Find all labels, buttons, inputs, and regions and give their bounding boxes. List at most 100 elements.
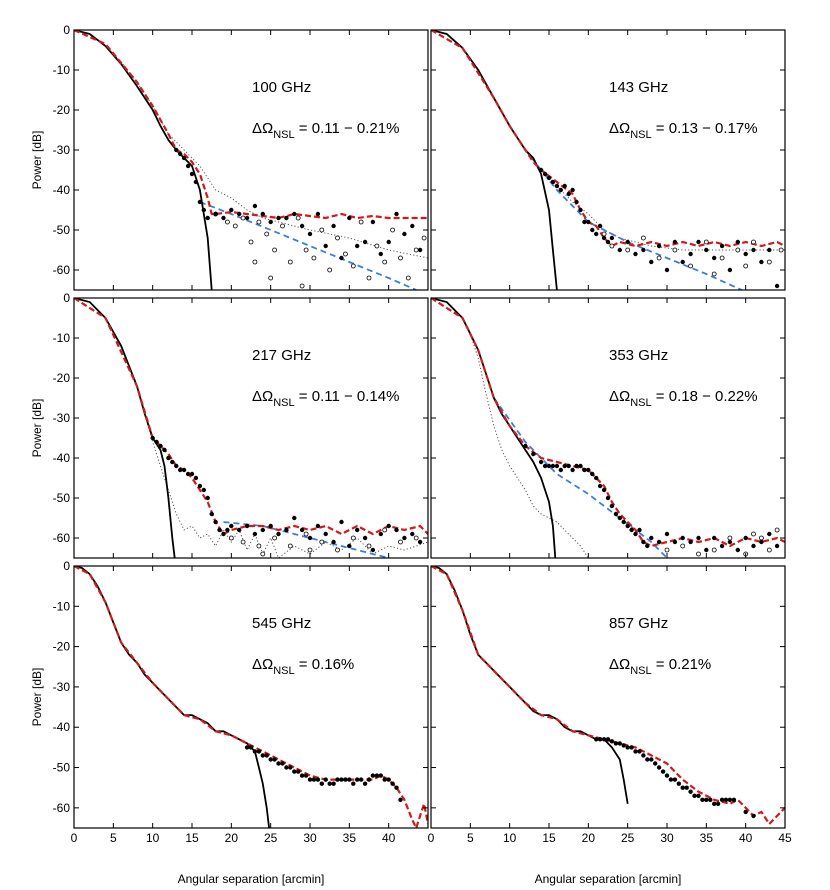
filled-dot bbox=[688, 539, 693, 545]
filled-dot bbox=[743, 809, 748, 815]
xtick-label: 25 bbox=[621, 831, 635, 845]
filled-dot bbox=[601, 487, 607, 493]
filled-dot bbox=[268, 523, 273, 529]
filled-dot bbox=[609, 235, 615, 241]
filled-dot bbox=[260, 753, 265, 758]
filled-dot bbox=[641, 753, 646, 758]
series-solid bbox=[431, 298, 557, 558]
filled-dot bbox=[244, 745, 250, 750]
series-solid bbox=[74, 566, 270, 828]
series-solid bbox=[74, 298, 176, 558]
filled-dot bbox=[307, 535, 313, 541]
open-dot bbox=[280, 223, 285, 229]
filled-dot bbox=[542, 463, 548, 469]
xtick-label: 10 bbox=[146, 831, 160, 845]
filled-dot bbox=[590, 471, 595, 477]
filled-dot bbox=[209, 511, 214, 517]
open-dot bbox=[303, 247, 309, 253]
open-dot bbox=[382, 527, 388, 533]
filled-dot bbox=[605, 495, 611, 501]
ytick-label: -40 bbox=[53, 720, 71, 734]
series-blue-dashed bbox=[524, 149, 743, 290]
filled-dot bbox=[181, 155, 187, 161]
filled-dot bbox=[774, 543, 780, 549]
plot-area bbox=[74, 30, 428, 290]
filled-dot bbox=[751, 813, 756, 819]
filled-dot bbox=[339, 255, 344, 261]
open-dot bbox=[350, 263, 356, 269]
ylabel-middle: Power [dB] bbox=[30, 399, 44, 458]
filled-dot bbox=[355, 527, 360, 533]
open-dot bbox=[656, 255, 662, 261]
filled-dot bbox=[719, 797, 725, 802]
filled-dot bbox=[625, 745, 630, 750]
open-dot bbox=[268, 275, 274, 281]
open-dot bbox=[766, 547, 772, 553]
filled-dot bbox=[751, 247, 756, 253]
filled-dot bbox=[550, 463, 556, 469]
open-dot bbox=[625, 247, 631, 253]
series-red-dashed bbox=[431, 30, 785, 248]
filled-dot bbox=[264, 753, 269, 758]
filled-dot bbox=[759, 539, 764, 545]
filled-dot bbox=[558, 187, 563, 193]
filled-dot bbox=[582, 219, 587, 225]
filled-dot bbox=[672, 239, 678, 245]
series-red-dashed bbox=[431, 566, 785, 826]
filled-dot bbox=[284, 215, 289, 221]
panel-3: 353 GHz ΔΩNSL = 0.18 − 0.22% bbox=[430, 297, 786, 559]
series-solid bbox=[431, 30, 558, 290]
open-dot bbox=[421, 235, 427, 241]
ytick-label: -40 bbox=[53, 451, 71, 465]
panel-0: 0 -10 -20 -30 -40 -50 -60 100 GHz ΔΩNSL = 0.11 −… bbox=[53, 23, 429, 291]
open-dot bbox=[719, 255, 725, 261]
filled-dot bbox=[582, 467, 587, 473]
open-dot bbox=[260, 551, 266, 557]
filled-dot bbox=[390, 781, 395, 786]
filled-dot bbox=[605, 239, 611, 245]
filled-dot bbox=[523, 443, 528, 449]
filled-dot bbox=[205, 215, 210, 221]
series-dotted bbox=[74, 30, 428, 259]
filled-dot bbox=[351, 781, 356, 786]
open-dot bbox=[327, 267, 333, 273]
open-dot bbox=[735, 247, 741, 253]
filled-dot bbox=[272, 757, 277, 762]
open-dot bbox=[601, 231, 607, 237]
filled-dot bbox=[664, 267, 670, 273]
filled-dot bbox=[586, 219, 591, 225]
panel-1: 143 GHz ΔΩNSL = 0.13 − 0.17% bbox=[430, 29, 786, 291]
filled-dot bbox=[542, 171, 548, 177]
filled-dot bbox=[712, 801, 717, 806]
filled-dot bbox=[649, 535, 654, 541]
filled-dot bbox=[292, 769, 297, 774]
filled-dot bbox=[704, 797, 709, 802]
filled-dot bbox=[362, 239, 368, 245]
nsl-value: = 0.16% bbox=[295, 656, 355, 673]
filled-dot bbox=[185, 163, 191, 169]
panel-frame bbox=[430, 565, 786, 829]
delta-omega: ΔΩ bbox=[252, 388, 273, 405]
open-dot bbox=[224, 219, 230, 225]
filled-dot bbox=[641, 539, 646, 545]
filled-dot bbox=[617, 741, 622, 746]
open-dot bbox=[366, 543, 372, 549]
filled-dot bbox=[174, 147, 179, 153]
filled-dot bbox=[347, 543, 352, 549]
filled-dot bbox=[668, 777, 674, 782]
filled-dot bbox=[594, 231, 599, 237]
filled-dot bbox=[189, 471, 195, 477]
filled-dot bbox=[767, 531, 772, 537]
open-dot bbox=[272, 535, 278, 541]
open-dot bbox=[303, 531, 309, 537]
open-dot bbox=[256, 219, 262, 225]
series-dotted bbox=[74, 298, 428, 558]
open-dot bbox=[287, 259, 293, 265]
frequency-label: 545 GHz bbox=[252, 615, 311, 632]
open-dot bbox=[252, 259, 258, 265]
open-dot bbox=[743, 263, 749, 269]
open-dot bbox=[703, 239, 709, 245]
filled-dot bbox=[637, 527, 642, 533]
filled-dot bbox=[731, 797, 737, 802]
filled-dot bbox=[311, 777, 317, 782]
